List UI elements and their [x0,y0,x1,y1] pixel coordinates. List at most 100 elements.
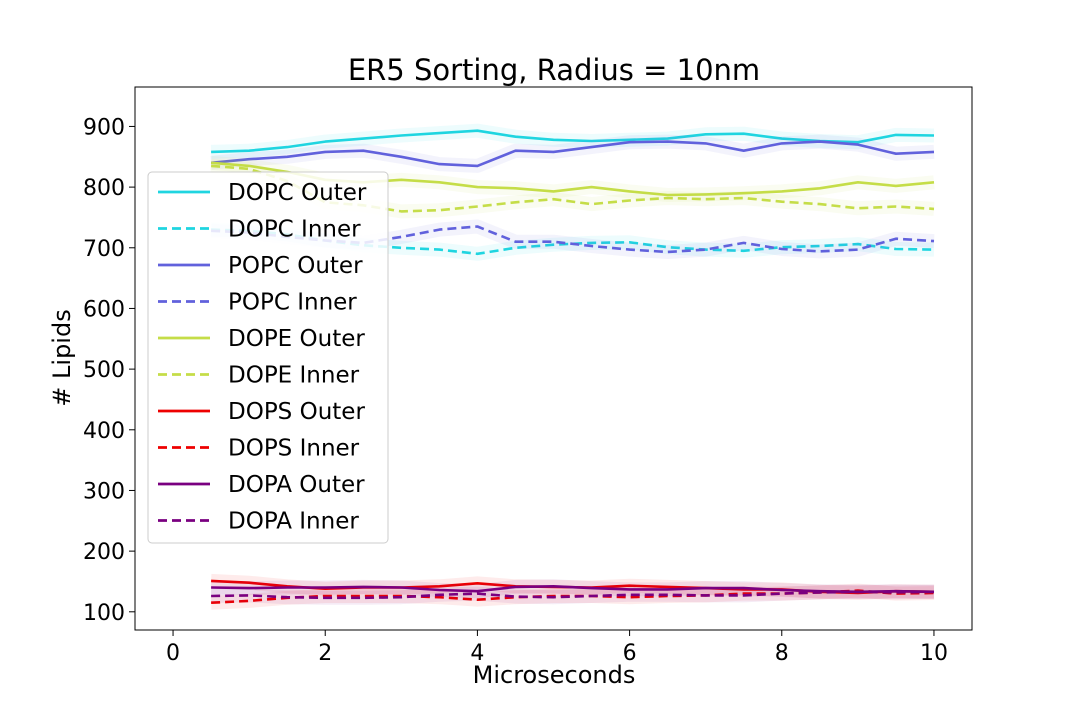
series-point-3-12 [667,251,669,253]
series-point-3-11 [629,249,631,251]
series-point-5-17 [857,208,859,210]
series-point-8-9 [553,586,555,588]
series-point-9-5 [401,596,403,598]
y-tick-label-3: 400 [83,419,125,444]
series-point-9-14 [743,595,745,597]
series-line-1 [211,228,935,256]
series-point-2-2 [286,156,288,158]
series-point-5-11 [629,200,631,202]
series-point-2-10 [591,146,593,148]
series-point-9-9 [553,596,555,598]
series-point-3-14 [743,242,745,244]
series-point-9-15 [781,593,783,595]
series-point-3-5 [401,236,403,238]
series-point-0-14 [743,133,745,135]
x-tick-label-5: 10 [920,641,948,666]
series-point-1-14 [743,250,745,252]
series-point-3-16 [819,251,821,253]
series-point-2-15 [781,143,783,145]
series-point-4-5 [401,179,403,181]
y-tick-label-4: 500 [83,358,125,383]
series-point-5-18 [895,206,897,208]
series-point-2-12 [667,141,669,143]
series-point-1-19 [933,249,935,251]
series-line-2 [210,140,935,168]
series-point-0-0 [210,151,212,153]
series-point-5-12 [667,197,669,199]
series-point-5-6 [439,209,441,211]
y-tick-label-8: 900 [83,115,125,140]
series-point-2-3 [324,151,326,153]
series-point-9-16 [819,592,821,594]
series-point-5-9 [553,198,555,200]
series-point-9-8 [515,596,517,598]
series-point-8-8 [515,586,517,588]
series-point-2-18 [895,153,897,155]
legend-entry-5: DOPE Inner [228,363,360,389]
chart-title: ER5 Sorting, Radius = 10nm [348,53,760,87]
series-point-3-9 [553,241,555,243]
series-point-3-19 [933,240,935,242]
series-point-2-8 [515,150,517,152]
series-point-3-15 [781,248,783,250]
legend-entry-3: POPC Inner [228,290,357,316]
series-point-4-7 [477,186,479,188]
series-point-4-17 [857,182,859,184]
series-point-5-19 [933,208,935,210]
series-point-8-5 [401,587,403,589]
series-point-3-10 [591,245,593,247]
series-point-9-3 [324,597,326,599]
series-point-4-15 [781,191,783,193]
x-axis-label: Microseconds [473,661,636,689]
series-line-9 [211,590,935,600]
series-point-9-17 [857,591,859,593]
series-point-0-18 [895,134,897,136]
series-point-5-1 [248,168,250,170]
series-point-8-4 [363,586,365,588]
series-point-9-13 [705,595,707,597]
series-point-2-13 [705,143,707,145]
legend-entry-1: DOPC Inner [228,217,361,243]
series-point-5-10 [591,203,593,205]
series-point-8-2 [286,587,288,589]
y-axis: 100 200 300 400 500 600 700 800 900 [83,115,135,626]
series-point-8-10 [591,587,593,589]
series-point-2-6 [439,163,441,165]
series-point-2-14 [743,150,745,152]
series-point-2-17 [857,144,859,146]
series-point-3-18 [895,238,897,240]
y-tick-label-7: 800 [83,176,125,201]
x-tick-label-3: 6 [623,641,637,666]
series-point-0-1 [248,150,250,152]
series-point-3-7 [477,226,479,228]
series-point-5-5 [401,211,403,213]
legend-entry-2: POPC Outer [228,253,363,279]
series-point-9-6 [439,594,441,596]
plot-frame [134,86,973,631]
series-point-5-8 [515,202,517,204]
series-point-1-7 [477,253,479,255]
series-point-0-7 [477,130,479,132]
series-point-9-19 [933,591,935,593]
series-point-9-0 [210,595,212,597]
series-point-4-18 [895,185,897,187]
series-point-9-2 [286,596,288,598]
legend-entry-9: DOPA Inner [228,509,359,535]
series-point-9-12 [667,594,669,596]
series-point-1-18 [895,248,897,250]
y-axis-label: # Lipids [48,309,76,406]
series-point-5-14 [743,197,745,199]
series-point-1-5 [401,247,403,249]
series-point-0-19 [933,135,935,137]
series-point-0-13 [705,134,707,136]
series-point-2-7 [477,165,479,167]
x-tick-label-1: 2 [318,641,332,666]
series-point-3-8 [515,241,517,243]
x-tick-label-4: 8 [775,641,789,666]
legend-entry-6: DOPS Outer [228,399,365,425]
legend-entry-7: DOPS Inner [228,436,360,462]
series-point-3-6 [439,229,441,231]
series-point-2-11 [629,141,631,143]
legend-entry-8: DOPA Outer [228,472,365,498]
